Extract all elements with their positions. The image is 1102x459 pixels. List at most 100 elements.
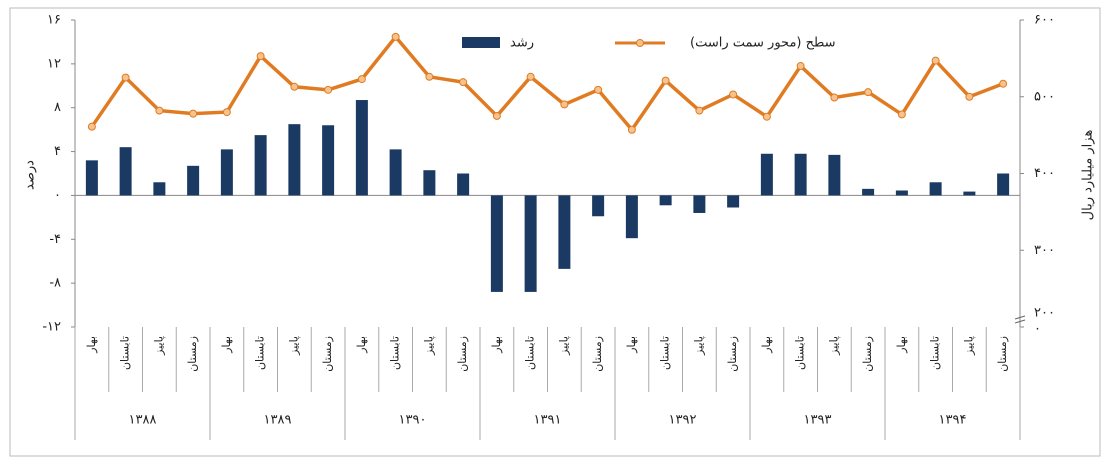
line-marker [830, 93, 839, 102]
y2-tick-label: ۴۰۰ [1034, 166, 1055, 181]
line-marker [729, 90, 738, 99]
bar [760, 153, 773, 196]
bar [693, 195, 706, 213]
bar [153, 182, 166, 196]
y2-tick-label: ۲۰۰ [1034, 306, 1055, 321]
x-tick-label: بهار [220, 336, 233, 354]
line-marker [256, 52, 265, 61]
group-label: ۱۳۸۹ [264, 413, 292, 428]
bar [220, 149, 233, 196]
bar [592, 195, 605, 217]
line-marker [560, 100, 569, 109]
line-marker [897, 110, 906, 119]
x-tick-label: پاییز [557, 336, 570, 356]
bar [490, 195, 503, 292]
y-tick-label: ۱۲ [47, 56, 61, 71]
x-tick-label: پاییز [152, 336, 165, 356]
x-tick-label: تابستان [524, 336, 537, 370]
legend-label: رشد [510, 36, 534, 51]
line-marker [391, 32, 400, 41]
line-marker [931, 56, 940, 65]
y-tick-label: ۸ [54, 100, 61, 115]
x-tick-label: پاییز [287, 336, 300, 356]
line-marker [425, 72, 434, 81]
line-marker [324, 85, 333, 94]
group-label: ۱۳۹۲ [669, 413, 697, 428]
x-tick-label: تابستان [659, 336, 672, 370]
bar [524, 195, 537, 292]
y-tick-label: -۱۲ [42, 320, 61, 335]
x-tick-label: زمستان [186, 336, 199, 372]
group-label: ۱۳۹۴ [939, 413, 967, 428]
line-marker [189, 109, 198, 118]
bar [355, 100, 368, 196]
group-label: ۱۳۹۰ [399, 413, 427, 428]
legend-label: سطح (محور سمت راست) [690, 36, 836, 51]
legend-swatch-marker [636, 39, 644, 47]
x-tick-label: زمستان [861, 336, 874, 372]
y2-axis-label: هزار میلیارد ریال [1081, 130, 1096, 221]
line-marker [965, 92, 974, 101]
y-tick-label: ۱۶ [47, 13, 61, 28]
y-tick-label: -۸ [49, 276, 61, 291]
group-label: ۱۳۹۳ [804, 413, 832, 428]
line-marker [864, 88, 873, 97]
bar [659, 195, 672, 206]
y2-break-label: ۰ [1034, 322, 1041, 337]
x-tick-label: زمستان [591, 336, 604, 372]
bar [85, 160, 98, 196]
bar [119, 147, 132, 196]
y-tick-label: -۴ [49, 232, 61, 247]
x-tick-label: پاییز [827, 336, 840, 356]
y2-tick-label: ۶۰۰ [1034, 13, 1055, 28]
bar [457, 173, 470, 196]
x-tick-label: تابستان [254, 336, 267, 370]
line-marker [155, 106, 164, 115]
x-tick-label: پاییز [962, 336, 975, 356]
line-marker [661, 76, 670, 85]
line-marker [121, 73, 130, 82]
bar [929, 182, 942, 196]
bar [254, 135, 267, 196]
line-marker [796, 62, 805, 71]
line-marker [357, 75, 366, 84]
x-tick-label: بهار [490, 336, 503, 354]
bar [963, 191, 976, 196]
bar [423, 170, 436, 196]
x-tick-label: بهار [760, 336, 773, 354]
bar [794, 153, 807, 196]
line-marker [87, 122, 96, 131]
x-tick-label: زمستان [726, 336, 739, 372]
y2-tick-label: ۵۰۰ [1034, 89, 1055, 104]
axis-break [1014, 315, 1026, 324]
y2-tick-label: ۳۰۰ [1034, 243, 1055, 258]
bar [322, 125, 335, 196]
line-marker [627, 125, 636, 134]
bar [288, 124, 301, 196]
line-marker [459, 78, 468, 87]
line-marker [999, 79, 1008, 88]
frame [9, 7, 1101, 457]
x-tick-label: تابستان [119, 336, 132, 370]
bar [558, 195, 571, 269]
bar [727, 195, 740, 208]
bar [625, 195, 638, 239]
y-axis-label: درصد [23, 160, 38, 190]
group-label: ۱۳۹۱ [534, 413, 562, 428]
bar [895, 190, 908, 196]
legend-swatch-bar [462, 37, 500, 48]
bar [828, 154, 841, 196]
x-tick-label: زمستان [996, 336, 1009, 372]
line [90, 34, 1004, 133]
bar [187, 165, 200, 196]
line-marker [526, 72, 535, 81]
line-marker [594, 85, 603, 94]
y-tick-label: ۰ [54, 188, 61, 203]
x-tick-label: تابستان [794, 336, 807, 370]
line-marker [762, 112, 771, 121]
line-marker [695, 106, 704, 115]
group-label: ۱۳۸۸ [129, 413, 157, 428]
x-tick-label: زمستان [456, 336, 469, 372]
bar [389, 149, 402, 196]
x-tick-label: تابستان [389, 336, 402, 370]
